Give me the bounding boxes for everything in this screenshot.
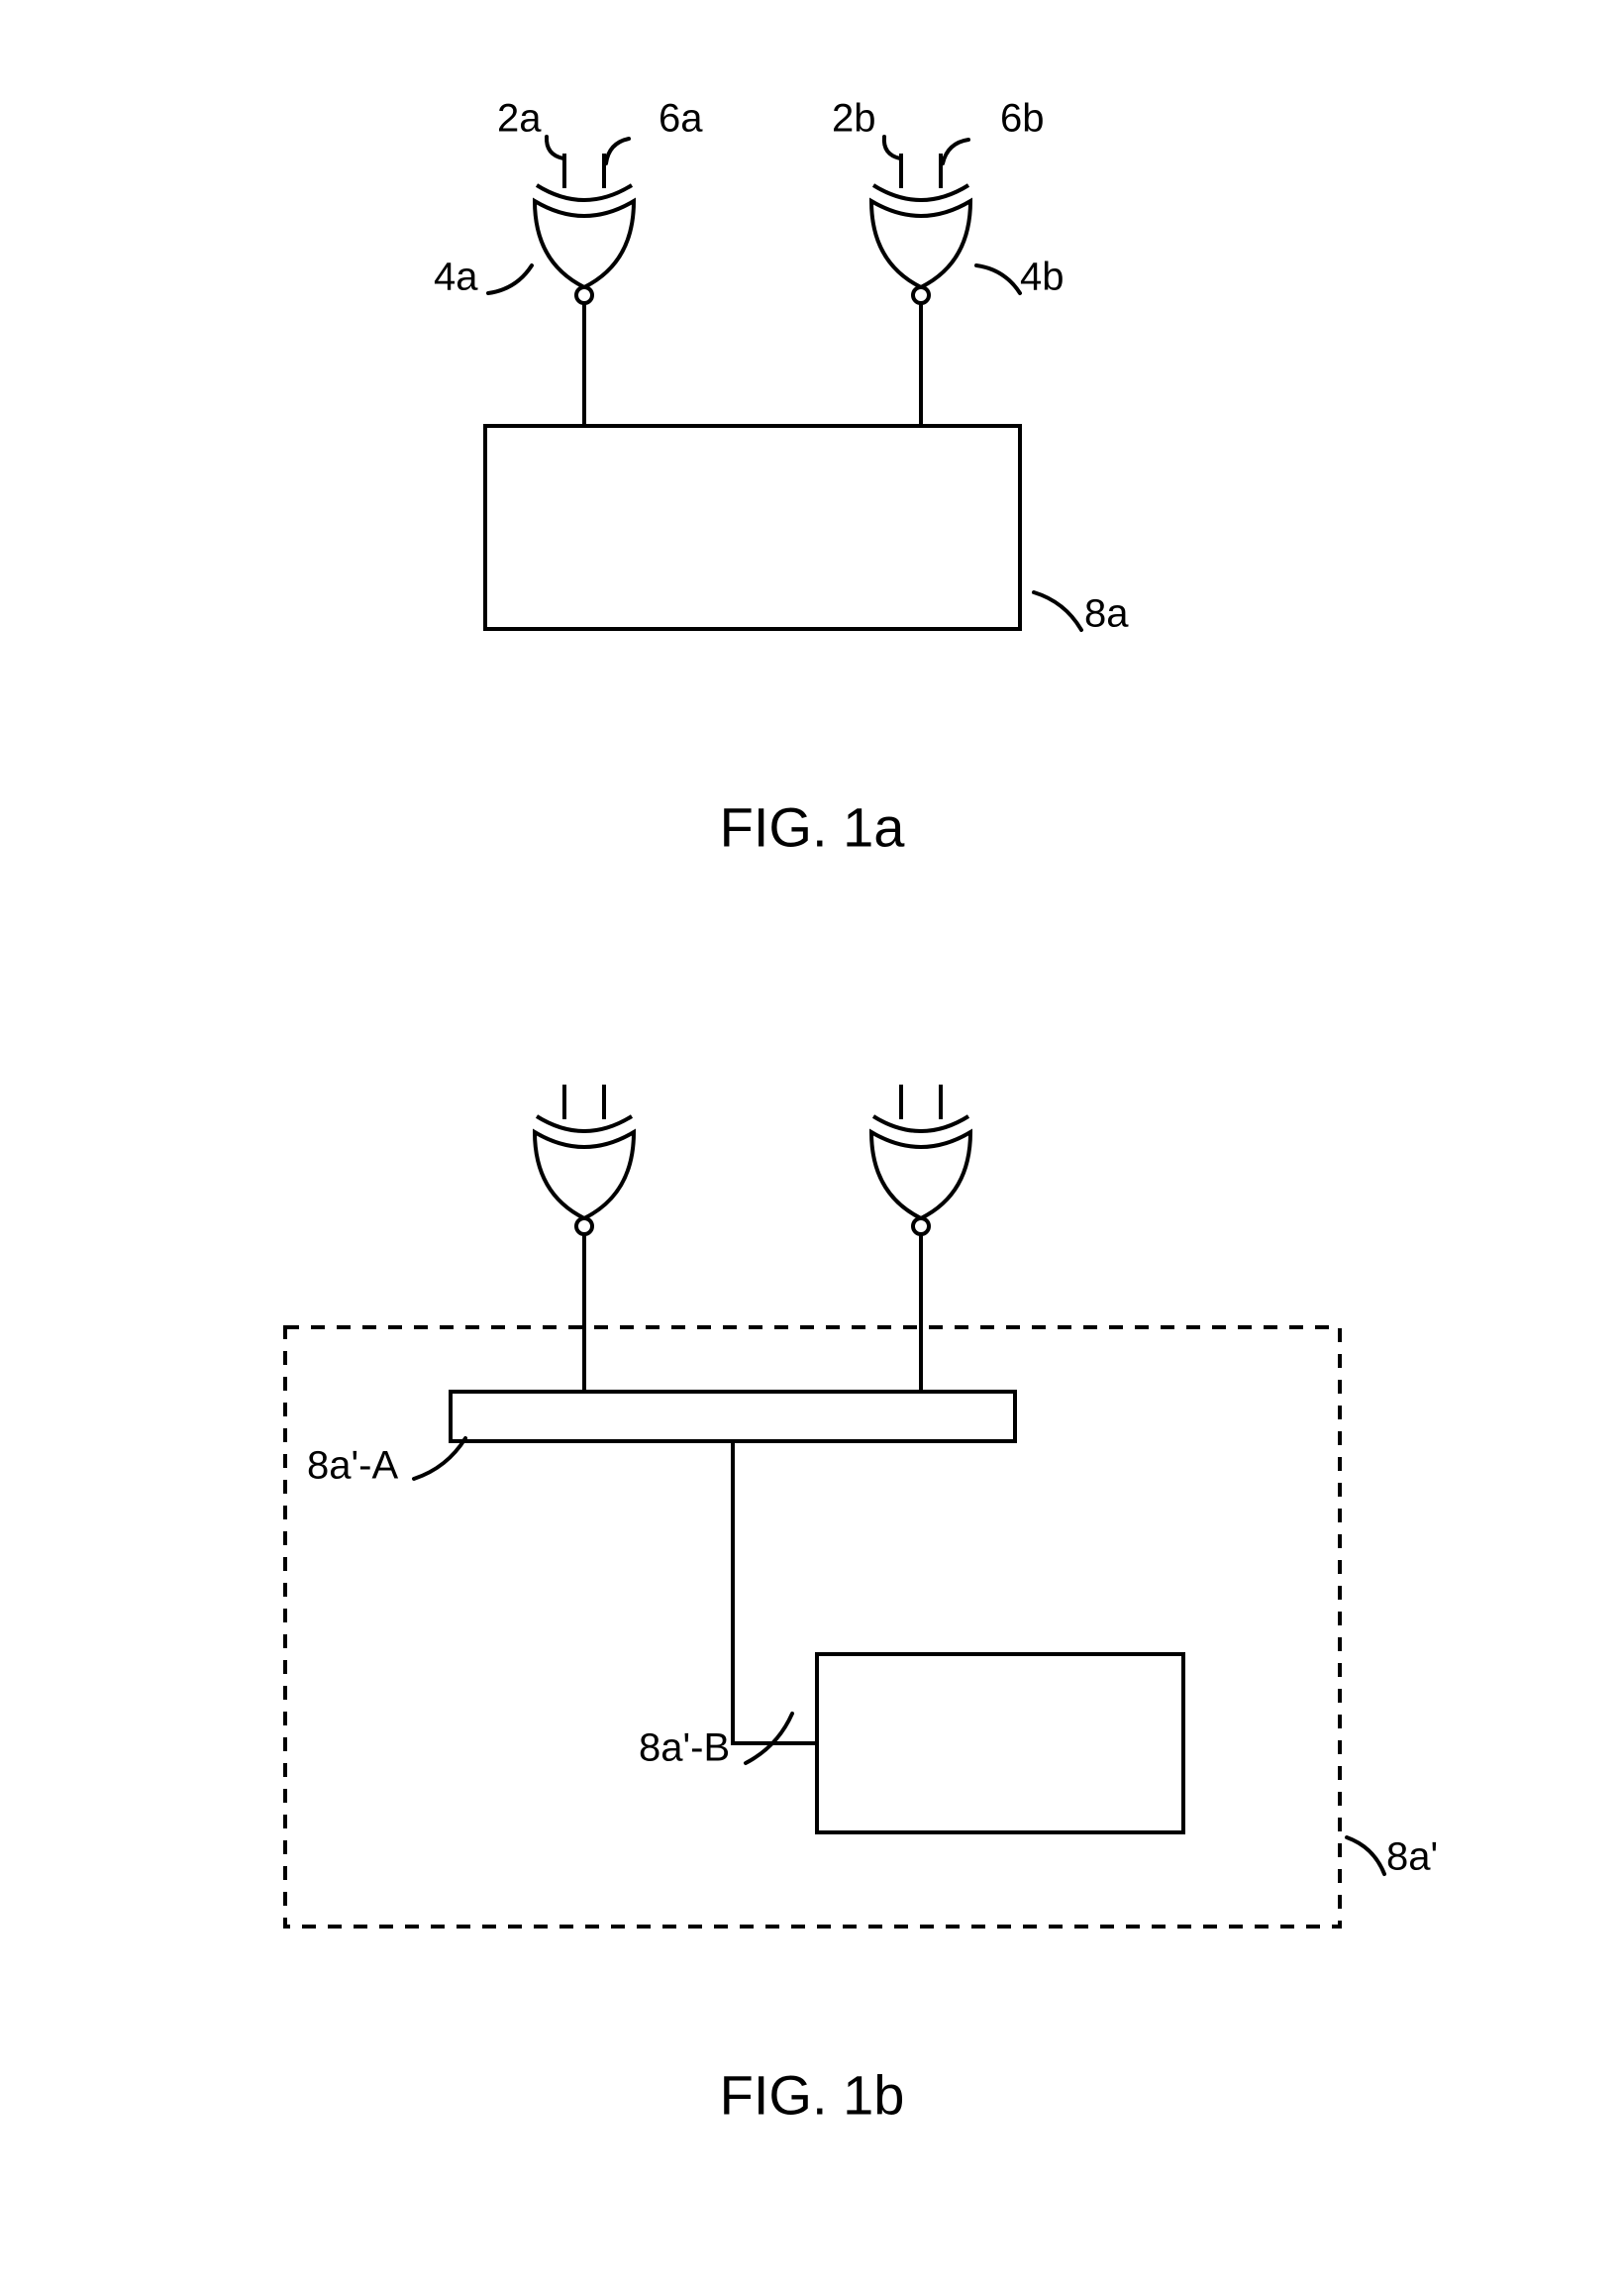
leader-l6a xyxy=(606,139,629,163)
label-4b: 4b xyxy=(1020,256,1065,300)
connector-A-to-B xyxy=(733,1441,817,1743)
label-2b: 2b xyxy=(832,97,876,142)
label-8a-prime-A: 8a'-A xyxy=(307,1444,398,1489)
block-8a-prime-A xyxy=(451,1392,1015,1441)
leader-l8a xyxy=(1034,592,1081,630)
label-6b: 6b xyxy=(1000,97,1045,142)
block-8a xyxy=(485,426,1020,629)
leader-l2b xyxy=(884,137,900,158)
leader-l8ap xyxy=(1347,1837,1384,1874)
diagram-stage: 2a 6a 2b 6b 4a 4b 8a FIG. 1a 8a'-A 8a'-B… xyxy=(0,0,1624,2294)
figure-1a-group xyxy=(485,137,1081,630)
leader-l8aB xyxy=(746,1714,792,1763)
figure-1b-group xyxy=(285,1085,1384,1927)
label-8a-prime-B: 8a'-B xyxy=(639,1726,730,1771)
leader-l2a xyxy=(547,137,563,158)
dashed-block-8a-prime xyxy=(285,1327,1340,1927)
leader-l6b xyxy=(943,140,968,163)
xnor-gate-b2 xyxy=(871,1085,970,1253)
label-2a: 2a xyxy=(497,97,542,142)
leader-l8aA xyxy=(414,1438,465,1479)
label-4a: 4a xyxy=(434,256,478,300)
leader-l4a xyxy=(488,265,532,293)
diagram-svg xyxy=(0,0,1624,2294)
label-6a: 6a xyxy=(659,97,703,142)
xnor-gate-a xyxy=(535,154,634,322)
label-8a-prime: 8a' xyxy=(1386,1835,1438,1880)
xnor-gate-b xyxy=(871,154,970,322)
xnor-gate-a2 xyxy=(535,1085,634,1253)
leader-l4b xyxy=(976,265,1020,293)
block-8a-prime-B xyxy=(817,1654,1183,1832)
label-8a: 8a xyxy=(1084,592,1129,637)
caption-fig1b: FIG. 1b xyxy=(720,2063,905,2128)
caption-fig1a: FIG. 1a xyxy=(720,795,905,860)
